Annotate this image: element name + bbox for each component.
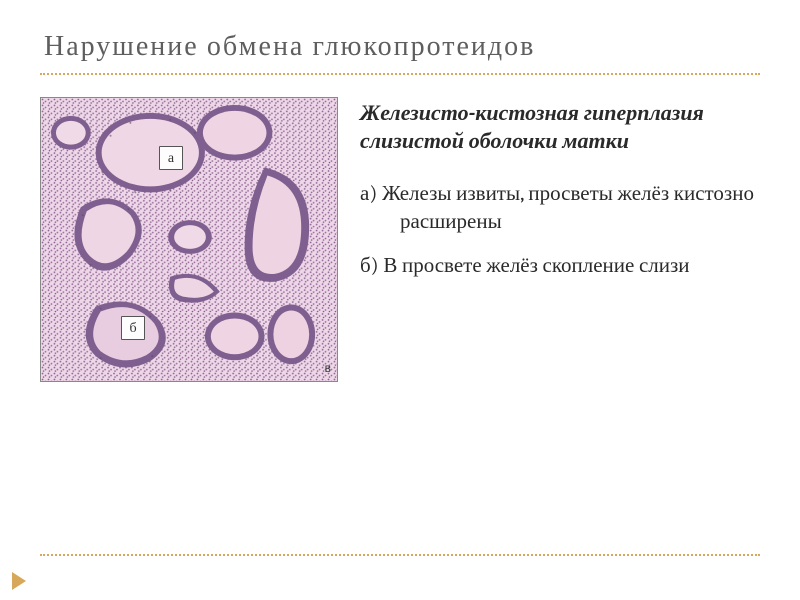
divider-bottom	[40, 554, 760, 556]
histology-svg	[41, 98, 337, 381]
slide: Нарушение обмена глюкопротеидов	[0, 0, 800, 600]
marker-b: б	[121, 316, 145, 340]
page-title: Нарушение обмена глюкопротеидов	[40, 30, 760, 63]
text-column: Железисто-кистозная гиперплазия слизисто…	[360, 97, 760, 296]
content-row: а б в Железисто-кистозная гиперплазия сл…	[40, 97, 760, 382]
corner-arrow-icon	[12, 572, 26, 590]
finding-a: а) Железы извиты, просветы желёз кистозн…	[360, 181, 760, 236]
divider-top	[40, 73, 760, 75]
diagnosis-subtitle: Железисто-кистозная гиперплазия слизисто…	[360, 99, 760, 155]
histology-image: а б в	[40, 97, 338, 382]
histology-edge-label: в	[325, 361, 331, 375]
image-column: а б в	[40, 97, 338, 382]
finding-b: б) В просвете желёз скопление слизи	[360, 253, 760, 281]
marker-a: а	[159, 146, 183, 170]
